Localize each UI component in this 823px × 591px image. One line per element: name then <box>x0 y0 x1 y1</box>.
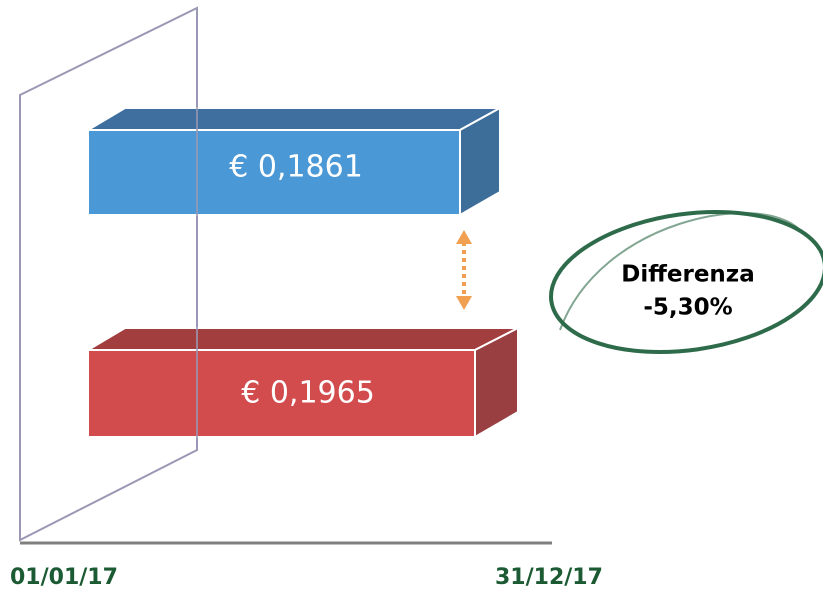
start-date: 01/01/17 <box>10 565 118 590</box>
bar-front <box>87 129 461 216</box>
bar-2017-end: € 0,1965 <box>84 326 519 439</box>
bar-label: € 0,1861 <box>229 150 363 185</box>
back-plane <box>19 6 198 542</box>
bar-2017-start: € 0,1861 <box>84 106 501 217</box>
end-date: 31/12/17 <box>495 565 603 590</box>
annotation-title: Differenza <box>621 262 754 288</box>
bar-front <box>87 349 476 438</box>
annotation-value: -5,30% <box>643 295 732 321</box>
bar-top <box>84 107 501 131</box>
annotation-ellipse <box>549 209 823 355</box>
difference-arrow <box>456 230 472 310</box>
ellipse-stroke <box>559 212 801 331</box>
bar-label: € 0,1965 <box>241 376 375 411</box>
bar-top <box>84 327 519 351</box>
